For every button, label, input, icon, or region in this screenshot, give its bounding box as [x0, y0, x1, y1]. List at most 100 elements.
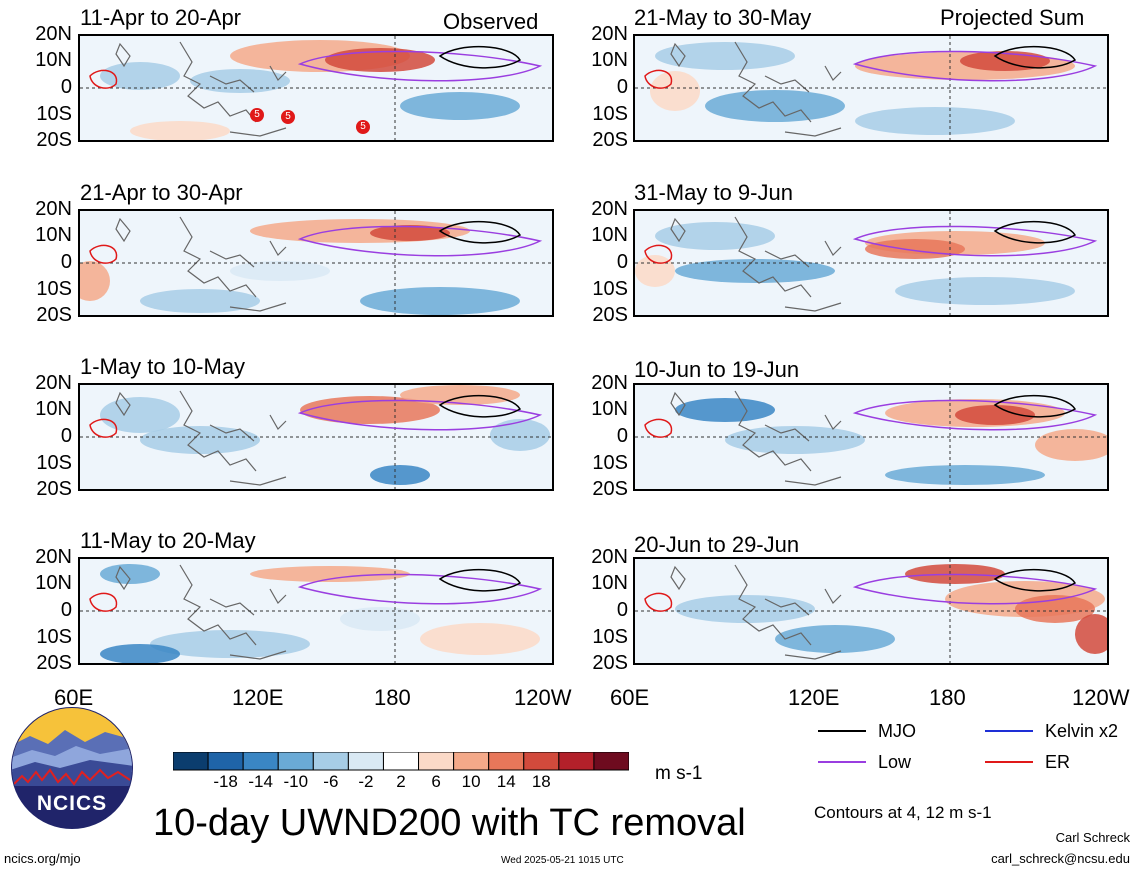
- footer-url: ncics.org/mjo: [4, 851, 81, 866]
- ncics-logo: NCICS: [10, 706, 134, 830]
- coastline: [670, 390, 842, 486]
- lon-label-right-60e: 60E: [610, 685, 650, 710]
- wind-anomaly-shading: [490, 419, 550, 451]
- lat-label-right-row2: 0: [616, 251, 628, 273]
- colorbar-swatch: [418, 751, 455, 771]
- lat-label-right-row1: 10N: [591, 49, 628, 71]
- wind-anomaly-shading: [300, 396, 440, 424]
- lat-label-left-row2: 20N: [35, 198, 72, 220]
- lat-label-left-row3: 10S: [36, 452, 72, 474]
- map-panel-7: [633, 383, 1109, 491]
- wind-anomaly-shading: [895, 277, 1075, 305]
- panel-5-tag: Projected Sum: [940, 5, 1085, 30]
- lat-label-left-row2: 0: [60, 251, 72, 273]
- wind-anomaly-shading: [100, 62, 180, 90]
- map-panel-1-svg: [80, 36, 552, 140]
- colorbar-swatches: [172, 751, 630, 771]
- lat-label-left-row4: 10N: [35, 572, 72, 594]
- lat-label-right-row2: 20S: [592, 304, 628, 326]
- lon-label-right-120w: 120W: [1072, 685, 1130, 710]
- lat-label-right-row3: 20S: [592, 478, 628, 500]
- lat-label-left-row4: 20N: [35, 546, 72, 568]
- contour-line: [644, 592, 673, 612]
- lat-label-left-row2: 10N: [35, 224, 72, 246]
- colorbar-swatch: [382, 751, 420, 771]
- ncics-logo-graphic: [11, 707, 133, 829]
- wind-anomaly-shading: [370, 225, 450, 241]
- wind-anomaly-shading: [370, 465, 430, 485]
- map-panel-8: [633, 557, 1109, 665]
- panel-5-period: 21-May to 30-May: [634, 5, 812, 30]
- colorbar-label: -14: [248, 772, 273, 791]
- contour-line: [297, 399, 543, 431]
- coastline: [115, 41, 287, 137]
- contour-line: [644, 69, 673, 89]
- wind-anomaly-shading: [340, 607, 420, 631]
- footer-timestamp: Wed 2025-05-21 1015 UTC: [501, 855, 624, 866]
- colorbar-swatch: [558, 751, 595, 771]
- contour-line: [993, 46, 1077, 69]
- panel-1-period: 11-Apr to 20-Apr: [80, 5, 242, 30]
- lat-label-right-row2: 10S: [592, 278, 628, 300]
- contour-line: [644, 418, 673, 438]
- colorbar-label: 10: [461, 772, 481, 791]
- lat-label-left-row1: 10N: [35, 49, 72, 71]
- map-panel-7-svg: [635, 385, 1107, 489]
- colorbar-swatch: [523, 751, 560, 771]
- lat-label-right-row3: 10S: [592, 452, 628, 474]
- wind-anomaly-shading: [955, 405, 1035, 425]
- panel-8-period: 20-Jun to 29-Jun: [634, 532, 800, 557]
- coastline: [670, 216, 842, 312]
- panel-4-period: 11-May to 20-May: [80, 528, 256, 553]
- lat-label-left-row4: 0: [60, 599, 72, 621]
- wind-anomaly-shading: [885, 465, 1045, 485]
- colorbar-swatch: [453, 751, 490, 771]
- colorbar-swatch: [312, 751, 349, 771]
- map-panel-2: [78, 209, 554, 317]
- legend-label-er: ER: [1045, 752, 1071, 772]
- wind-anomaly-shading: [190, 69, 290, 93]
- map-panel-1: [78, 34, 554, 142]
- map-panel-4-svg: [80, 559, 552, 663]
- lat-label-right-row3: 10N: [591, 398, 628, 420]
- coastline: [115, 216, 287, 312]
- lat-label-left-row3: 20N: [35, 372, 72, 394]
- wind-anomaly-shading: [400, 385, 520, 405]
- contour-line: [89, 418, 118, 438]
- map-panel-5-svg: [635, 36, 1107, 140]
- footer-author: Carl Schreck: [1055, 830, 1130, 845]
- colorbar-label: -6: [323, 772, 339, 791]
- legend-line-mjo: [818, 730, 866, 732]
- lat-label-right-row1: 20N: [591, 23, 628, 45]
- wind-anomaly-shading: [855, 107, 1015, 135]
- contour-line: [852, 225, 1098, 257]
- map-panel-8-svg: [635, 559, 1107, 663]
- wind-anomaly-shading: [705, 90, 845, 122]
- contour-line: [644, 244, 673, 264]
- lon-label-left-120e: 120E: [232, 685, 284, 710]
- lat-label-right-row2: 20N: [591, 198, 628, 220]
- legend-line-kelvin: [985, 730, 1033, 732]
- contour-line: [89, 69, 118, 89]
- contour-line: [993, 395, 1077, 418]
- contour-note: Contours at 4, 12 m s-1: [814, 803, 992, 822]
- tc-marker: 5: [250, 108, 264, 122]
- wind-anomaly-shading: [650, 71, 700, 111]
- wind-anomaly-shading: [130, 121, 230, 140]
- wind-anomaly-shading: [655, 42, 795, 70]
- lat-label-right-row4: 10S: [592, 626, 628, 648]
- wind-anomaly-shading: [100, 644, 180, 663]
- contour-line: [852, 399, 1098, 431]
- wind-anomaly-shading: [1035, 429, 1107, 461]
- contour-line: [852, 50, 1098, 82]
- contour-line: [852, 573, 1098, 605]
- panel-3-period: 1-May to 10-May: [80, 354, 246, 379]
- contour-line: [993, 569, 1077, 592]
- wind-anomaly-shading: [230, 261, 330, 281]
- contour-line: [438, 569, 522, 592]
- lat-label-left-row1: 20N: [35, 23, 72, 45]
- contour-line: [89, 592, 118, 612]
- coastline: [115, 564, 287, 660]
- wind-anomaly-shading: [1075, 614, 1107, 654]
- colorbar-label: -2: [358, 772, 374, 791]
